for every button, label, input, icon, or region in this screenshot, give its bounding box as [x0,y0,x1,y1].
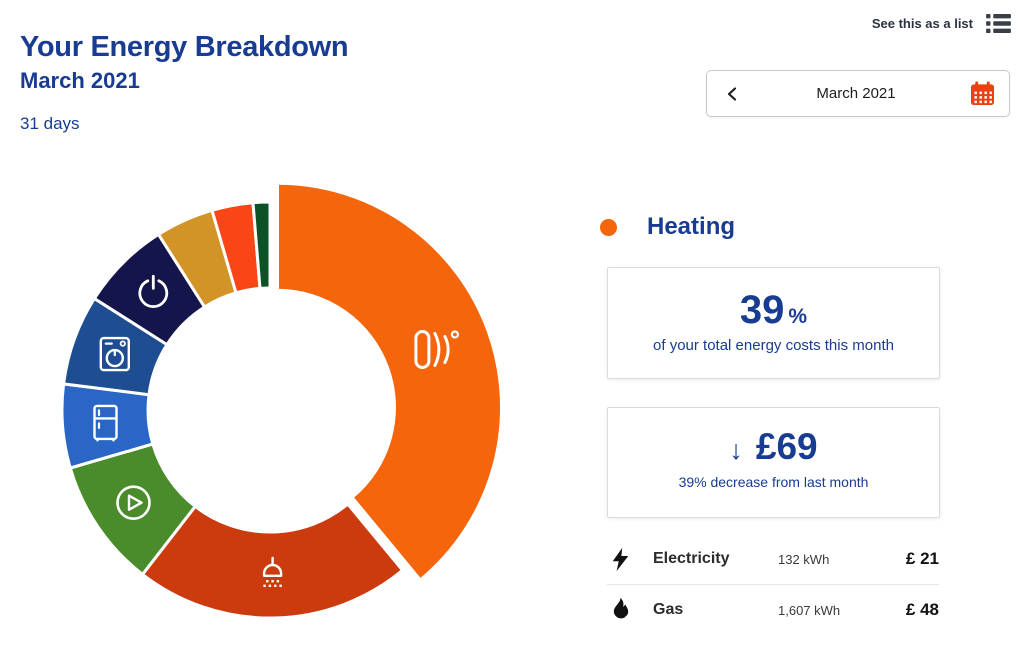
percent-card: 39 % of your total energy costs this mon… [607,267,940,379]
donut-segment-dark-green-segment[interactable] [251,200,272,291]
see-as-list-label: See this as a list [871,16,973,31]
fuel-label: Gas [653,601,684,618]
lightning-icon [607,546,633,573]
days-count-label: 31 days [20,114,80,133]
radiator-icon [414,330,459,369]
percent-unit: % [788,305,808,328]
fuel-row-electricity: Electricity 132 kWh £ 21 [607,534,939,584]
legend-label: Heating [647,213,736,240]
cost-card: ↓ £69 39% decrease from last month [607,407,940,518]
flame-icon [607,597,633,623]
calendar-button[interactable] [955,71,1009,116]
cost-value: £69 [755,426,818,467]
chevron-left-icon [726,85,738,103]
fuel-usage: 132 kWh [778,551,830,567]
see-as-list-button[interactable]: See this as a list [872,13,1011,34]
month-title: March 2021 [20,68,140,93]
percent-caption: of your total energy costs this month [653,337,894,354]
fuel-cost: £ 21 [905,549,939,568]
fuel-usage: 1,607 kWh [778,602,841,618]
fuel-label: Electricity [653,550,730,567]
fuel-cost: £ 48 [905,600,939,619]
percent-value: 39 [739,288,785,332]
fuel-breakdown-table: Electricity 132 kWh £ 21 Gas 1,607 kWh £… [607,534,939,635]
list-icon [986,13,1011,34]
play-icon [116,485,151,521]
legend-dot [600,218,617,236]
shower-icon [262,556,283,587]
page-title: Your Energy Breakdown [20,31,349,64]
previous-month-button[interactable] [707,71,757,116]
power-icon [138,274,169,308]
donut-segment-heating[interactable] [276,181,504,583]
cost-caption: 39% decrease from last month [678,474,869,490]
down-arrow-icon: ↓ [729,435,743,465]
fridge-icon [93,404,118,442]
selected-segment-legend: Heating [600,213,735,241]
fuel-row-gas: Gas 1,607 kWh £ 48 [607,584,939,635]
donut-chart[interactable] [25,178,525,650]
calendar-icon [970,81,995,107]
date-picker[interactable]: March 2021 [706,70,1010,117]
washing-machine-icon [99,336,131,372]
date-picker-value: March 2021 [816,85,896,102]
